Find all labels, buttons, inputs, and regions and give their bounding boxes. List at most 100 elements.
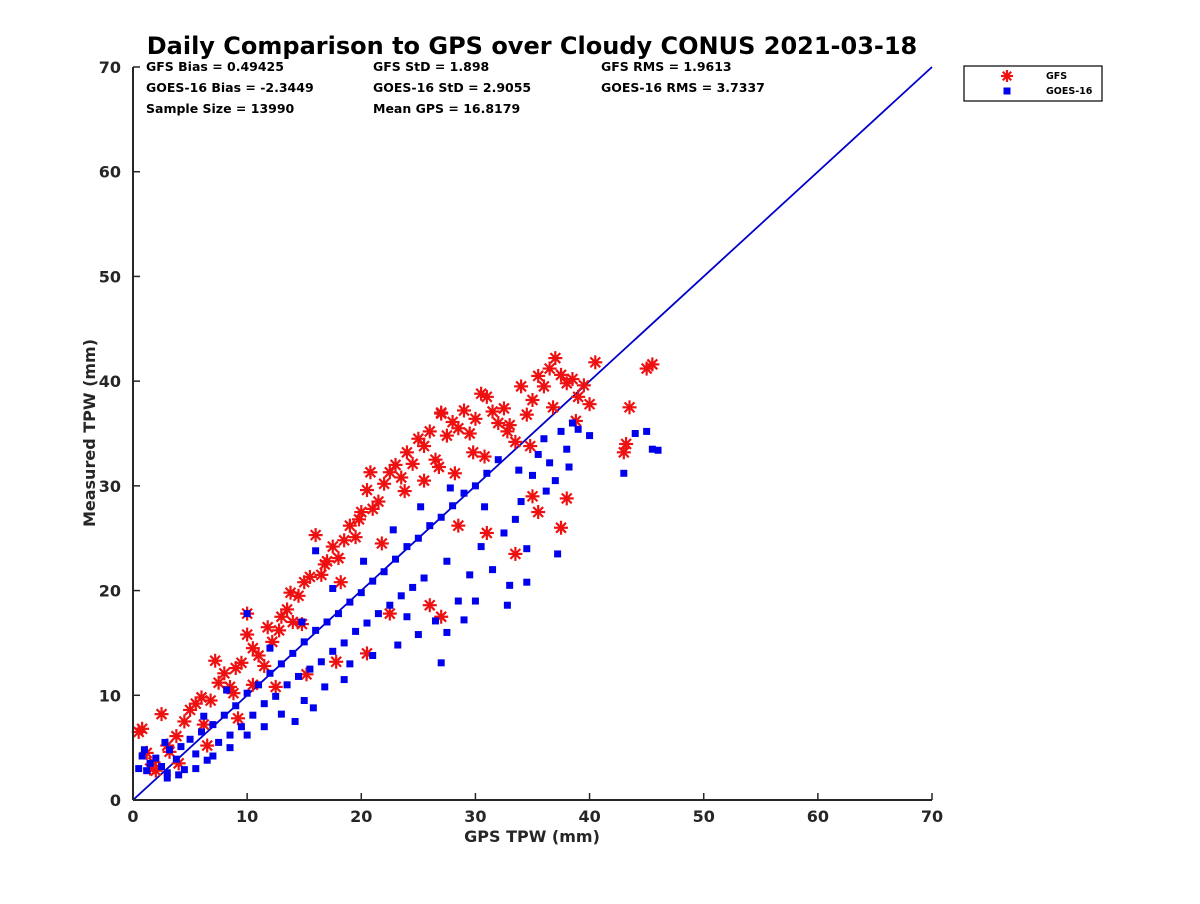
gfs-point bbox=[245, 641, 260, 656]
gfs-point bbox=[314, 567, 329, 582]
goes16-point bbox=[417, 503, 425, 511]
goes16-point bbox=[215, 738, 223, 746]
gfs-point bbox=[439, 428, 454, 443]
goes16-point bbox=[197, 728, 205, 736]
x-tick-label: 10 bbox=[236, 807, 258, 826]
x-tick-label: 30 bbox=[464, 807, 486, 826]
x-tick-label: 70 bbox=[921, 807, 943, 826]
goes16-point bbox=[166, 746, 174, 754]
goes16-point bbox=[163, 769, 171, 777]
gfs-point bbox=[422, 598, 437, 613]
goes16-point bbox=[392, 555, 400, 563]
gfs-point bbox=[559, 491, 574, 506]
goes16-point bbox=[449, 502, 457, 510]
y-axis-label: Measured TPW (mm) bbox=[80, 339, 99, 527]
goes16-point bbox=[460, 489, 468, 497]
gfs-point bbox=[422, 424, 437, 439]
stat-text: GOES-16 Bias = -2.3449 bbox=[146, 80, 314, 95]
goes16-point bbox=[135, 765, 143, 773]
goes16-point bbox=[357, 589, 365, 597]
gfs-point bbox=[554, 367, 569, 382]
goes16-point bbox=[312, 547, 320, 555]
gfs-point bbox=[548, 351, 563, 366]
goes16-point bbox=[574, 425, 582, 433]
goes16-point bbox=[158, 762, 166, 770]
goes16-point bbox=[369, 651, 377, 659]
goes16-point bbox=[175, 771, 183, 779]
gfs-point bbox=[169, 729, 184, 744]
stat-text: GOES-16 RMS = 3.7337 bbox=[601, 80, 765, 95]
gfs-point bbox=[447, 466, 462, 481]
gfs-point bbox=[479, 525, 494, 540]
gfs-point bbox=[523, 439, 538, 454]
gfs-point bbox=[417, 439, 432, 454]
gfs-point bbox=[571, 389, 586, 404]
goes16-point bbox=[249, 711, 257, 719]
goes16-point bbox=[409, 583, 417, 591]
gfs-point bbox=[491, 416, 506, 431]
y-tick-label: 40 bbox=[99, 372, 121, 391]
gfs-point bbox=[285, 614, 300, 629]
x-ticks: 0 10 20 30 40 50 60 70 bbox=[127, 793, 943, 826]
goes16-point bbox=[523, 578, 531, 586]
goes16-point bbox=[403, 543, 411, 551]
goes16-point bbox=[620, 469, 628, 477]
y-ticks: 0 10 20 30 40 50 60 70 bbox=[99, 58, 140, 810]
goes16-point bbox=[437, 659, 445, 667]
goes16-point bbox=[414, 631, 422, 639]
goes16-point bbox=[471, 482, 479, 490]
gfs-point bbox=[468, 411, 483, 426]
stat-text: GFS StD = 1.898 bbox=[373, 59, 489, 74]
goes16-point bbox=[291, 717, 299, 725]
statistics-annotations: GFS Bias = 0.49425 GFS StD = 1.898 GFS RMS… bbox=[146, 59, 765, 116]
goes16-point bbox=[551, 477, 559, 485]
gfs-point bbox=[417, 473, 432, 488]
goes16-point bbox=[563, 445, 571, 453]
gfs-point bbox=[622, 400, 637, 415]
gfs-point bbox=[268, 679, 283, 694]
x-tick-label: 0 bbox=[127, 807, 138, 826]
goes16-point bbox=[300, 638, 308, 646]
goes16-point bbox=[426, 522, 434, 530]
y-tick-label: 70 bbox=[99, 58, 121, 77]
y-tick-label: 30 bbox=[99, 477, 121, 496]
goes16-point bbox=[506, 581, 514, 589]
gfs-point bbox=[514, 379, 529, 394]
goes16-point bbox=[586, 432, 594, 440]
gfs-point bbox=[565, 372, 580, 387]
gfs-point bbox=[325, 539, 340, 554]
gfs-point bbox=[451, 518, 466, 533]
gfs-point bbox=[154, 707, 169, 722]
gfs-point bbox=[208, 653, 223, 668]
goes16-point bbox=[192, 765, 200, 773]
x-tick-label: 50 bbox=[693, 807, 715, 826]
goes16-point bbox=[172, 755, 180, 763]
gfs-point bbox=[371, 494, 386, 509]
gfs-point bbox=[536, 379, 551, 394]
goes16-point bbox=[557, 427, 565, 435]
goes16-point bbox=[380, 568, 388, 576]
goes16-point bbox=[374, 610, 382, 618]
goes16-point bbox=[466, 571, 474, 579]
gfs-point bbox=[500, 424, 515, 439]
goes16-point bbox=[309, 704, 317, 712]
goes16-point bbox=[226, 731, 234, 739]
gfs-point bbox=[382, 465, 397, 480]
x-tick-label: 40 bbox=[578, 807, 600, 826]
gfs-point bbox=[508, 434, 523, 449]
gfs-point bbox=[531, 368, 546, 383]
stat-text: GOES-16 StD = 2.9055 bbox=[373, 80, 531, 95]
gfs-point bbox=[525, 489, 540, 504]
y-tick-label: 60 bbox=[99, 163, 121, 182]
gfs-point bbox=[377, 476, 392, 491]
goes16-point bbox=[489, 566, 497, 574]
goes16-point bbox=[534, 450, 542, 458]
x-tick-label: 60 bbox=[807, 807, 829, 826]
goes16-point bbox=[523, 545, 531, 553]
goes16-point bbox=[403, 613, 411, 621]
goes16-point bbox=[648, 445, 656, 453]
goes16-point bbox=[565, 463, 573, 471]
goes16-point bbox=[237, 723, 245, 731]
x-axis-label: GPS TPW (mm) bbox=[464, 827, 600, 846]
